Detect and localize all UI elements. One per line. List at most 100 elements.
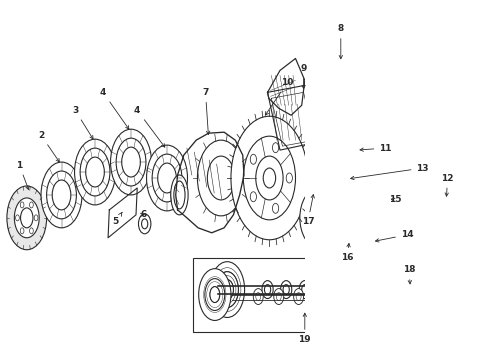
Circle shape: [253, 289, 263, 305]
Text: 4: 4: [100, 88, 129, 129]
Circle shape: [272, 203, 279, 213]
Circle shape: [216, 272, 239, 307]
Text: 10: 10: [265, 78, 294, 115]
Text: 11: 11: [360, 144, 392, 153]
Circle shape: [197, 140, 245, 216]
Circle shape: [456, 219, 460, 225]
Circle shape: [74, 139, 116, 205]
Circle shape: [142, 219, 148, 229]
Circle shape: [438, 208, 455, 236]
Text: 3: 3: [72, 106, 93, 139]
Circle shape: [152, 154, 182, 202]
Circle shape: [276, 293, 281, 301]
Circle shape: [450, 202, 454, 208]
Text: 5: 5: [112, 212, 122, 226]
Circle shape: [450, 235, 454, 241]
Circle shape: [439, 235, 442, 241]
Circle shape: [47, 171, 76, 219]
Circle shape: [393, 285, 409, 309]
Circle shape: [139, 214, 151, 234]
Circle shape: [320, 285, 326, 294]
Circle shape: [367, 214, 377, 230]
Circle shape: [52, 180, 71, 210]
Circle shape: [333, 293, 338, 301]
Text: 7: 7: [202, 88, 210, 134]
Circle shape: [231, 116, 308, 240]
Circle shape: [302, 285, 308, 294]
Text: 9: 9: [300, 64, 307, 89]
Circle shape: [20, 228, 24, 234]
Circle shape: [207, 156, 235, 200]
Circle shape: [342, 240, 357, 264]
Circle shape: [331, 289, 341, 305]
Circle shape: [20, 202, 24, 208]
Circle shape: [256, 293, 261, 301]
Circle shape: [158, 163, 176, 193]
Circle shape: [346, 246, 353, 258]
Circle shape: [86, 157, 104, 187]
Circle shape: [244, 136, 295, 220]
Circle shape: [80, 148, 110, 196]
Text: 1: 1: [16, 161, 29, 189]
Circle shape: [116, 138, 146, 186]
Text: 17: 17: [302, 195, 315, 226]
Circle shape: [318, 280, 329, 298]
Circle shape: [296, 293, 301, 301]
Circle shape: [263, 168, 276, 188]
Text: 16: 16: [341, 243, 353, 262]
Circle shape: [7, 186, 47, 250]
Circle shape: [330, 177, 365, 233]
Circle shape: [14, 198, 39, 238]
Circle shape: [210, 287, 220, 302]
Circle shape: [221, 280, 233, 300]
Text: 14: 14: [375, 230, 414, 242]
Circle shape: [16, 215, 19, 221]
Circle shape: [29, 228, 33, 234]
Circle shape: [262, 280, 273, 298]
Circle shape: [363, 207, 381, 237]
Circle shape: [250, 154, 256, 164]
Circle shape: [256, 156, 283, 200]
Circle shape: [312, 289, 322, 305]
Text: 13: 13: [351, 163, 429, 180]
Circle shape: [198, 269, 231, 320]
Ellipse shape: [171, 175, 188, 215]
Circle shape: [433, 219, 437, 225]
Circle shape: [265, 285, 270, 294]
Circle shape: [34, 215, 38, 221]
Circle shape: [411, 276, 428, 303]
Ellipse shape: [300, 189, 335, 247]
Circle shape: [294, 289, 304, 305]
Circle shape: [111, 129, 151, 195]
Text: 15: 15: [389, 195, 401, 204]
Circle shape: [29, 202, 33, 208]
Circle shape: [205, 279, 225, 310]
Circle shape: [342, 127, 377, 183]
Text: 19: 19: [298, 313, 311, 344]
Circle shape: [283, 285, 289, 294]
Circle shape: [21, 208, 33, 228]
Circle shape: [431, 198, 461, 246]
Circle shape: [379, 197, 402, 233]
Circle shape: [281, 280, 292, 298]
Ellipse shape: [305, 198, 329, 238]
Circle shape: [286, 173, 293, 183]
Circle shape: [335, 185, 360, 225]
Text: 12: 12: [441, 174, 454, 196]
Circle shape: [439, 202, 442, 208]
Circle shape: [406, 268, 433, 311]
Circle shape: [274, 289, 284, 305]
Circle shape: [250, 192, 256, 202]
Circle shape: [41, 162, 82, 228]
Circle shape: [272, 143, 279, 153]
Text: 4: 4: [134, 106, 165, 147]
Circle shape: [389, 276, 414, 316]
Circle shape: [122, 147, 140, 177]
Circle shape: [315, 293, 319, 301]
Circle shape: [340, 193, 354, 217]
Circle shape: [147, 145, 188, 211]
Text: 6: 6: [140, 210, 147, 219]
Circle shape: [299, 280, 310, 298]
Circle shape: [352, 143, 367, 167]
Text: 2: 2: [38, 131, 59, 162]
